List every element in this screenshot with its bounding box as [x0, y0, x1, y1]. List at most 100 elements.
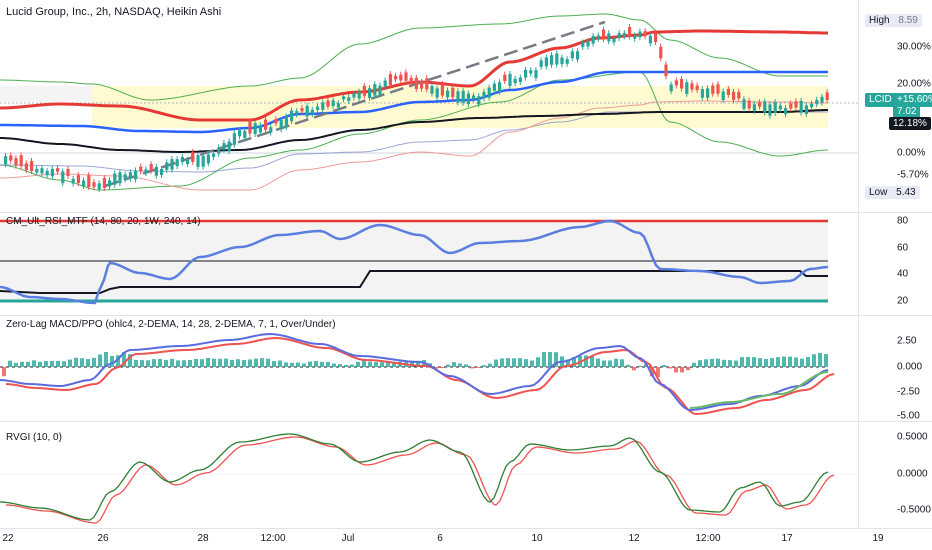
rsi-axis[interactable]: 80 60 40 20 — [858, 213, 932, 315]
macd-histogram-bar — [38, 361, 42, 367]
rsi-pane[interactable]: CM_Ult_RSI_MTF (14, 80, 20, 1W, 240, 14)… — [0, 213, 932, 315]
price-plot[interactable] — [0, 0, 858, 212]
candle — [357, 91, 361, 99]
macd-histogram-bar — [164, 359, 168, 367]
macd-signal-line — [5, 336, 835, 416]
candle — [383, 80, 387, 87]
macd-histogram-bar — [530, 360, 534, 367]
candle — [331, 100, 335, 107]
candle — [409, 77, 413, 85]
candle — [290, 110, 294, 122]
macd-histogram-bar — [650, 367, 654, 377]
rsi-plot[interactable] — [0, 213, 858, 315]
candle — [503, 74, 507, 81]
macd-histogram-bar — [686, 367, 690, 371]
rsi-chart[interactable] — [0, 213, 858, 315]
candle — [253, 123, 257, 135]
macd-histogram-bar — [584, 355, 588, 367]
candle — [752, 104, 756, 111]
macd-histogram-bar — [572, 357, 576, 367]
rvgi-plot[interactable] — [0, 422, 858, 528]
candle — [113, 173, 117, 185]
macd-histogram-bar — [278, 360, 282, 367]
candle — [170, 159, 174, 170]
macd-histogram-bar — [608, 360, 612, 367]
candle — [284, 116, 288, 128]
pane-divider[interactable] — [0, 421, 932, 422]
chart-title: Lucid Group, Inc., 2h, NASDAQ, Heikin As… — [6, 6, 222, 18]
macd-histogram-bar — [674, 367, 678, 373]
macd-histogram-bar — [392, 361, 396, 367]
price-chart[interactable] — [0, 0, 858, 212]
time-label: 17 — [781, 533, 793, 544]
macd-axis[interactable]: 2.50 0.000 -2.50 -5.00 — [858, 316, 932, 422]
candle — [550, 55, 554, 65]
candle — [732, 91, 736, 100]
candle — [789, 103, 793, 109]
candle — [92, 182, 96, 188]
pane-divider[interactable] — [0, 315, 932, 316]
candle — [706, 88, 710, 98]
macd-tick: -5.00 — [897, 410, 920, 422]
candle — [206, 154, 210, 164]
candle — [40, 168, 44, 174]
macd-histogram-bar — [122, 352, 126, 367]
pane-divider[interactable] — [0, 212, 932, 213]
candle — [612, 38, 616, 43]
candle — [316, 106, 320, 110]
macd-histogram-bar — [200, 359, 204, 367]
candle — [591, 35, 595, 44]
ticker-badge: LCID — [865, 93, 896, 107]
macd-histogram-bar — [134, 359, 138, 367]
candle — [633, 35, 637, 39]
macd-histogram-bar — [500, 358, 504, 367]
macd-plot[interactable] — [0, 316, 858, 421]
macd-pane[interactable]: Zero-Lag MACD/PPO (ohlc4, 2-DEMA, 14, 28… — [0, 316, 932, 422]
macd-histogram-bar — [782, 356, 786, 367]
candle — [336, 103, 340, 108]
candle — [659, 46, 663, 59]
macd-histogram-bar — [206, 357, 210, 367]
candle — [102, 178, 106, 188]
macd-histogram-bar — [224, 358, 228, 367]
candle — [108, 180, 112, 187]
macd-histogram-bar — [590, 356, 594, 367]
candle — [456, 91, 460, 103]
macd-histogram-bar — [212, 358, 216, 367]
macd-histogram-bar — [386, 360, 390, 367]
rsi-title: CM_Ult_RSI_MTF (14, 80, 20, 1W, 240, 14) — [6, 216, 201, 227]
macd-histogram-bar — [602, 360, 606, 367]
candle — [596, 35, 600, 39]
macd-histogram-bar — [320, 361, 324, 367]
macd-histogram-bar — [14, 362, 18, 367]
macd-histogram-bar — [746, 356, 750, 367]
macd-histogram-bar — [626, 364, 630, 367]
candle — [97, 183, 101, 190]
candle — [586, 41, 590, 47]
macd-histogram-bar — [152, 359, 156, 367]
candle — [134, 170, 138, 180]
macd-histogram-bar — [776, 357, 780, 367]
time-axis[interactable]: 22 26 28 12:00 Jul 6 10 12 12:00 17 19 — [0, 528, 883, 550]
macd-histogram-bar — [68, 359, 72, 367]
macd-histogram-bar — [632, 367, 636, 371]
macd-histogram-bar — [752, 357, 756, 367]
pane-divider[interactable] — [0, 528, 932, 529]
price-axis[interactable]: High 8.59 30.00% 20.00% LCID +15.60% 7.0… — [858, 0, 932, 212]
candle — [14, 158, 18, 166]
rvgi-chart[interactable] — [0, 422, 858, 528]
rvgi-pane[interactable]: RVGI (10, 0) 0.5000 0.0000 -0.5000 — [0, 422, 932, 528]
macd-histogram-bar — [32, 360, 36, 367]
price-pane[interactable]: Lucid Group, Inc., 2h, NASDAQ, Heikin As… — [0, 0, 932, 212]
trend-line — [104, 20, 606, 188]
macd-histogram-bar — [704, 359, 708, 367]
macd-histogram-bar — [542, 352, 546, 367]
macd-chart[interactable] — [0, 316, 858, 421]
macd-histogram-bar — [218, 358, 222, 367]
candle — [295, 111, 299, 115]
macd-histogram-bar — [2, 367, 6, 377]
candle — [186, 159, 190, 164]
time-label: 28 — [197, 533, 209, 544]
candle — [248, 121, 252, 134]
rvgi-axis[interactable]: 0.5000 0.0000 -0.5000 — [858, 422, 932, 528]
